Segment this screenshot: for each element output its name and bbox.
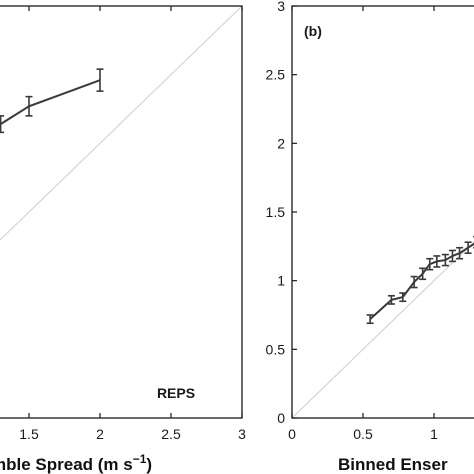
panel-b: 0 0.5 1 0 0.5 1 1.5 2 2.5 3 (b) Binned Enser bbox=[266, 0, 474, 474]
reference-diagonal bbox=[291, 241, 474, 419]
y-tick-label: 1.5 bbox=[266, 204, 286, 220]
axes-frame bbox=[0, 5, 243, 419]
x-tick-label: 2.5 bbox=[161, 426, 181, 442]
x-tick-label: 1.5 bbox=[19, 426, 39, 442]
x-axis-title-superscript: −1 bbox=[133, 452, 147, 466]
x-axis-title: Binned Enser bbox=[338, 455, 448, 474]
model-annotation: REPS bbox=[157, 385, 195, 401]
y-tick-label: 0.5 bbox=[266, 341, 286, 357]
x-axis-title: mble Spread (m s−1) bbox=[0, 452, 152, 474]
x-tick-label: 2 bbox=[96, 426, 104, 442]
y-tick-label: 0 bbox=[277, 410, 285, 426]
panel-label: (b) bbox=[304, 23, 322, 39]
panel-a: 1.5 2 2.5 3 REPS mble Spread (m s−1) bbox=[0, 5, 246, 474]
x-axis-title-main: mble Spread (m s bbox=[0, 455, 133, 474]
x-tick-label: 1 bbox=[430, 426, 438, 442]
y-tick-label: 1 bbox=[277, 273, 285, 289]
series-line bbox=[0, 79, 101, 125]
x-tick-label: 0 bbox=[288, 426, 296, 442]
x-tick-label: 0.5 bbox=[353, 426, 373, 442]
y-tick-label: 2 bbox=[277, 135, 285, 151]
y-tick-label: 2.5 bbox=[266, 67, 286, 83]
x-axis-title-suffix: ) bbox=[146, 455, 152, 474]
reference-diagonal bbox=[0, 5, 243, 241]
y-tick-label: 3 bbox=[277, 0, 285, 14]
axes-frame bbox=[291, 5, 474, 419]
x-tick-label: 3 bbox=[238, 426, 246, 442]
